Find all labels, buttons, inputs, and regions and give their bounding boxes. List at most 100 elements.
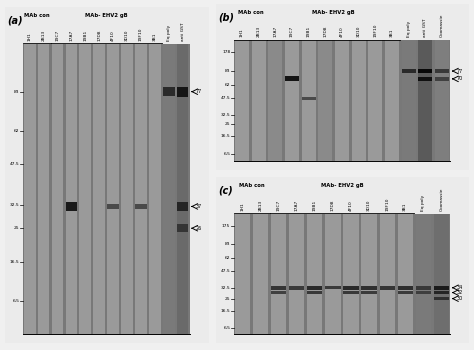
Text: 25: 25 <box>225 297 230 301</box>
Bar <box>235 40 249 161</box>
Text: Eq poly: Eq poly <box>167 25 171 41</box>
Text: 26: 26 <box>196 226 202 231</box>
Bar <box>325 214 340 334</box>
Bar <box>80 44 91 334</box>
Bar <box>301 97 316 100</box>
Bar <box>344 291 359 294</box>
Bar <box>307 286 322 289</box>
Text: 34: 34 <box>456 285 463 290</box>
Text: MAb- EHV2 gB: MAb- EHV2 gB <box>312 10 355 15</box>
Text: 3B1: 3B1 <box>403 202 407 211</box>
Bar <box>416 286 431 289</box>
Text: 25: 25 <box>225 122 230 126</box>
Bar <box>362 286 377 289</box>
Text: 2B13: 2B13 <box>259 199 263 211</box>
Bar <box>398 286 413 289</box>
Bar <box>5 7 209 343</box>
Bar <box>107 204 119 209</box>
Bar <box>435 77 449 81</box>
Bar <box>253 214 268 334</box>
Text: 19C7: 19C7 <box>277 199 281 211</box>
Bar <box>319 40 332 161</box>
Bar <box>252 40 265 161</box>
Bar <box>307 291 322 294</box>
Text: 19B1: 19B1 <box>313 199 317 211</box>
Bar <box>135 44 147 334</box>
Bar <box>289 286 304 289</box>
Text: 16.5: 16.5 <box>220 309 230 313</box>
Bar <box>380 286 395 289</box>
Text: (c): (c) <box>218 186 233 196</box>
Text: Eq poly: Eq poly <box>407 21 410 37</box>
Text: 6.5: 6.5 <box>223 326 230 330</box>
Bar <box>335 40 349 161</box>
Bar <box>268 40 283 161</box>
Bar <box>271 291 286 294</box>
Bar <box>435 69 449 74</box>
Text: 6.5: 6.5 <box>12 299 19 303</box>
Bar <box>368 40 383 161</box>
Text: 1H1: 1H1 <box>27 32 32 41</box>
Bar <box>149 44 161 334</box>
Text: MAb con: MAb con <box>239 183 264 188</box>
Text: 17A7: 17A7 <box>273 26 277 37</box>
Text: MAb con: MAb con <box>24 13 49 18</box>
Text: 16.5: 16.5 <box>220 134 230 138</box>
Bar <box>285 40 299 161</box>
Bar <box>216 177 469 343</box>
Text: 32.5: 32.5 <box>9 203 19 207</box>
Text: MAb con: MAb con <box>237 10 263 15</box>
Bar <box>434 286 449 289</box>
Text: 3B1: 3B1 <box>153 33 157 41</box>
Text: 2B13: 2B13 <box>42 30 46 41</box>
Bar <box>416 214 431 334</box>
Text: 175: 175 <box>222 224 230 228</box>
Text: 4F10: 4F10 <box>349 200 353 211</box>
Text: Coomassie: Coomassie <box>439 187 443 211</box>
Text: 17D8: 17D8 <box>331 199 335 211</box>
Text: 77: 77 <box>196 89 202 94</box>
Text: 1H1: 1H1 <box>241 202 245 211</box>
Text: (a): (a) <box>7 16 23 26</box>
Text: Eq poly: Eq poly <box>421 195 425 211</box>
Text: 178: 178 <box>222 50 230 54</box>
Text: 62: 62 <box>14 129 19 133</box>
Bar <box>65 202 77 211</box>
Bar <box>401 40 416 161</box>
Text: 6.5: 6.5 <box>223 152 230 156</box>
Text: 30: 30 <box>456 296 463 301</box>
Bar <box>344 214 359 334</box>
Bar <box>380 214 395 334</box>
Bar <box>385 40 399 161</box>
Text: 83: 83 <box>14 90 19 94</box>
Bar <box>38 44 49 334</box>
Text: 62: 62 <box>225 83 230 87</box>
Bar <box>434 297 449 300</box>
Bar <box>177 202 189 211</box>
Text: 83: 83 <box>225 242 230 246</box>
Bar <box>398 214 413 334</box>
Bar <box>325 286 340 289</box>
Bar <box>24 44 36 334</box>
Bar <box>419 40 432 161</box>
Text: anti GST: anti GST <box>181 22 185 41</box>
Bar <box>285 77 299 81</box>
Text: 32.5: 32.5 <box>220 286 230 290</box>
Text: 1H1: 1H1 <box>240 29 244 37</box>
Text: (b): (b) <box>218 12 234 22</box>
Bar <box>401 69 416 74</box>
Text: 16.5: 16.5 <box>9 260 19 264</box>
Bar <box>419 69 432 74</box>
Text: 19C7: 19C7 <box>290 26 294 37</box>
Text: 77: 77 <box>456 69 463 74</box>
Bar <box>362 214 377 334</box>
Text: 19F10: 19F10 <box>139 27 143 41</box>
Bar <box>177 224 189 232</box>
Text: 47.5: 47.5 <box>220 270 230 273</box>
Bar <box>434 214 449 334</box>
Bar <box>216 4 469 170</box>
Bar <box>163 87 174 96</box>
Bar <box>271 286 286 289</box>
Bar <box>107 44 119 334</box>
Bar <box>301 40 316 161</box>
